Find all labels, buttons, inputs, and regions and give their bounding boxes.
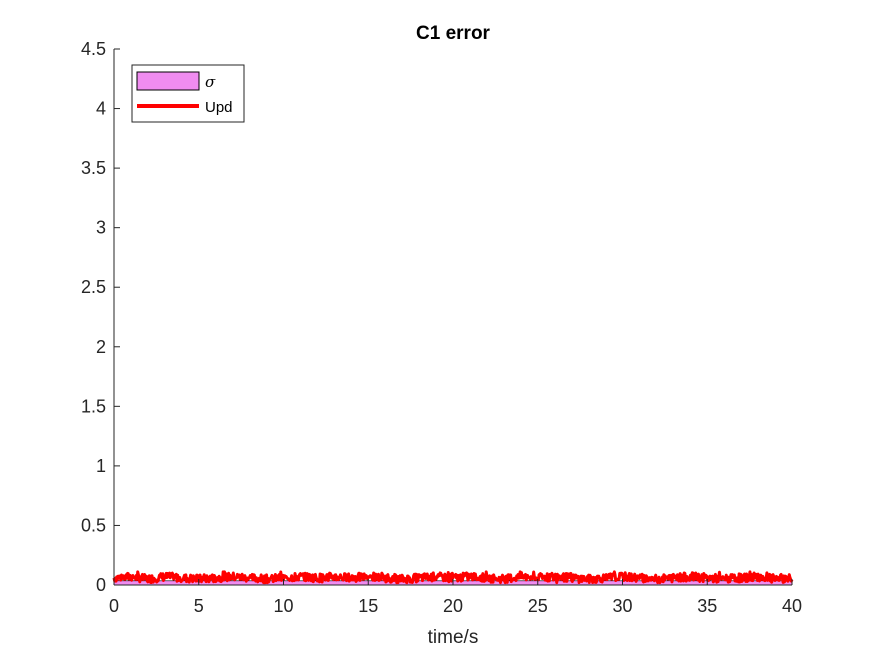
y-tick-label: 0.5 <box>81 515 106 535</box>
y-tick-label: 3.5 <box>81 158 106 178</box>
x-tick-label: 5 <box>194 596 204 616</box>
x-tick-label: 15 <box>358 596 378 616</box>
x-tick-label: 10 <box>273 596 293 616</box>
legend-upd-label: Upd <box>205 99 233 116</box>
chart-title: C1 error <box>416 23 491 44</box>
y-tick-label: 4 <box>96 99 106 119</box>
x-tick-label: 25 <box>528 596 548 616</box>
y-tick-label: 2 <box>96 337 106 357</box>
x-axis-label: time/s <box>428 627 479 648</box>
legend-sigma-label: σ <box>205 73 216 91</box>
y-tick-label: 1 <box>96 456 106 476</box>
legend-sigma-swatch <box>136 71 200 91</box>
y-tick-label: 2.5 <box>81 277 106 297</box>
y-tick-label: 3 <box>96 218 106 238</box>
y-tick-label: 1.5 <box>81 396 106 416</box>
y-ticks: 0 0.5 1 1.5 2 2.5 3 3.5 4 4.5 <box>81 39 120 595</box>
x-ticks: 0 5 10 15 20 25 30 35 40 <box>109 579 802 616</box>
y-tick-label: 4.5 <box>81 39 106 59</box>
x-tick-label: 35 <box>697 596 717 616</box>
x-tick-label: 20 <box>443 596 463 616</box>
y-tick-label: 0 <box>96 575 106 595</box>
x-tick-label: 40 <box>782 596 802 616</box>
legend: σ Upd <box>131 64 245 123</box>
x-tick-label: 0 <box>109 596 119 616</box>
upd-line <box>112 570 794 585</box>
x-tick-label: 30 <box>612 596 632 616</box>
